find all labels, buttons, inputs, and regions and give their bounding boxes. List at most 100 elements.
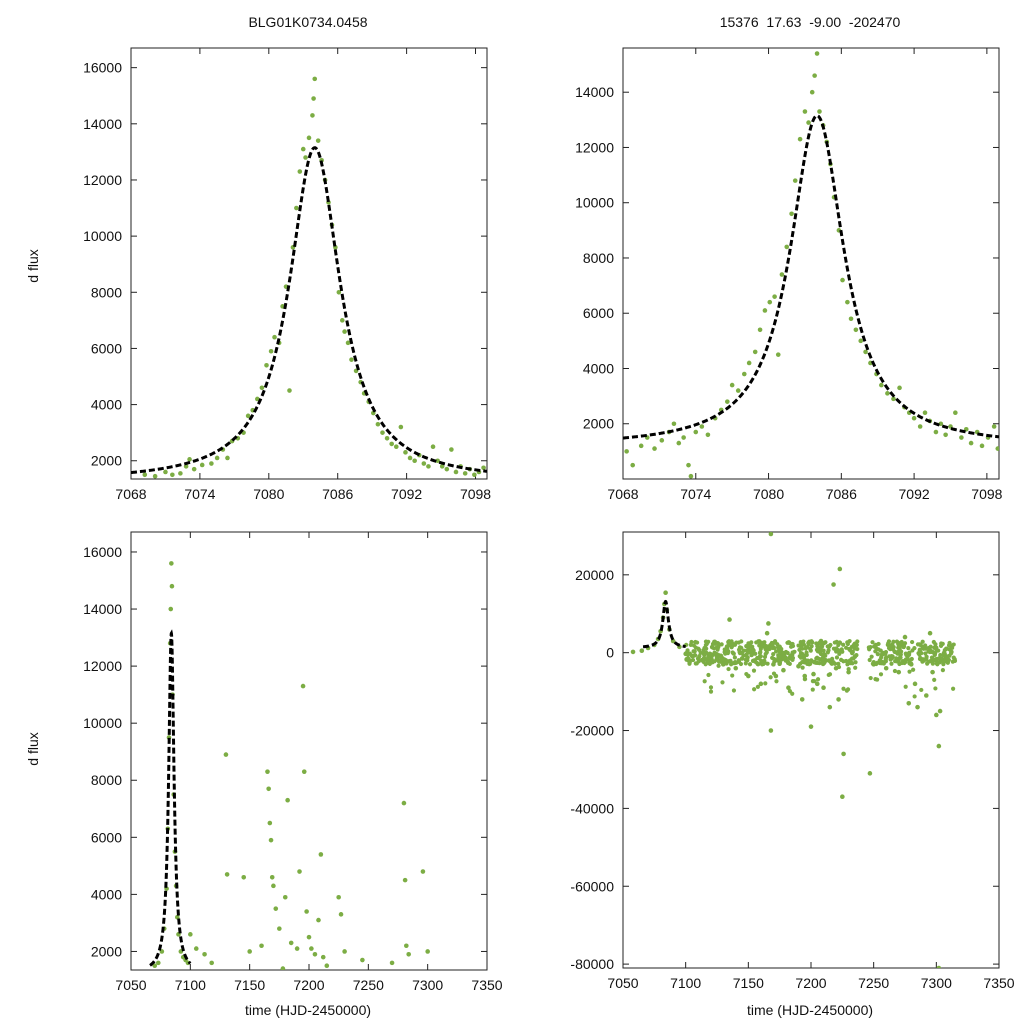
data-point bbox=[759, 641, 764, 647]
data-point bbox=[771, 652, 776, 657]
data-point bbox=[836, 697, 841, 702]
data-point bbox=[375, 421, 381, 427]
data-point bbox=[174, 914, 180, 920]
data-point bbox=[767, 299, 773, 305]
data-point bbox=[852, 646, 858, 651]
data-point bbox=[380, 430, 385, 435]
data-point bbox=[875, 652, 880, 657]
data-point bbox=[775, 645, 781, 650]
data-point bbox=[953, 410, 958, 415]
data-point bbox=[311, 96, 316, 101]
data-point bbox=[223, 752, 229, 757]
data-point bbox=[690, 657, 696, 663]
data-point bbox=[831, 582, 836, 587]
data-point bbox=[801, 658, 807, 664]
data-point bbox=[241, 874, 247, 880]
data-point bbox=[676, 440, 682, 446]
data-point bbox=[889, 656, 895, 661]
y-tick-label: 8000 bbox=[91, 284, 122, 300]
data-point bbox=[214, 455, 220, 461]
x-tick-label: 7100 bbox=[670, 975, 701, 991]
plot-area bbox=[623, 51, 999, 479]
data-point bbox=[731, 651, 736, 656]
data-point bbox=[719, 642, 724, 647]
data-point bbox=[948, 651, 954, 656]
data-point bbox=[906, 645, 911, 651]
data-point bbox=[796, 643, 801, 648]
data-point bbox=[878, 672, 884, 677]
data-point bbox=[743, 661, 748, 666]
data-point bbox=[763, 645, 768, 651]
data-point bbox=[398, 424, 404, 430]
data-point bbox=[708, 652, 713, 657]
x-tick-label: 7150 bbox=[234, 977, 265, 993]
data-point bbox=[926, 645, 931, 651]
y-tick-label: 12000 bbox=[83, 658, 122, 674]
data-point bbox=[890, 643, 895, 648]
x-tick-label: 7068 bbox=[607, 486, 638, 502]
data-point bbox=[817, 660, 822, 666]
data-point bbox=[867, 657, 872, 663]
data-point bbox=[825, 644, 830, 649]
y-tick-label: 8000 bbox=[91, 772, 122, 788]
x-tick-label: 7300 bbox=[412, 977, 443, 993]
data-point bbox=[806, 120, 811, 125]
data-point bbox=[911, 667, 916, 672]
data-point bbox=[879, 655, 884, 660]
data-point bbox=[819, 643, 824, 648]
data-point bbox=[770, 655, 775, 660]
data-point bbox=[685, 652, 690, 657]
data-point bbox=[785, 650, 790, 656]
data-point bbox=[730, 643, 735, 648]
x-tick-label: 7080 bbox=[253, 486, 284, 502]
data-point bbox=[741, 371, 747, 377]
data-point bbox=[889, 661, 894, 666]
data-point bbox=[790, 691, 795, 696]
data-point bbox=[827, 704, 833, 710]
data-point bbox=[894, 650, 899, 655]
data-point bbox=[922, 410, 928, 415]
data-point bbox=[797, 647, 802, 652]
y-tick-label: 10000 bbox=[575, 195, 614, 211]
data-point bbox=[722, 657, 727, 662]
data-point bbox=[342, 949, 347, 954]
x-tick-label: 7092 bbox=[391, 486, 422, 502]
data-point bbox=[729, 662, 734, 667]
data-point bbox=[815, 677, 821, 682]
data-point bbox=[720, 680, 725, 685]
data-point bbox=[812, 73, 817, 78]
data-point bbox=[738, 661, 744, 667]
data-point bbox=[303, 155, 308, 160]
data-point bbox=[316, 917, 321, 923]
data-point bbox=[911, 415, 917, 421]
data-point bbox=[729, 382, 735, 388]
data-point bbox=[771, 671, 777, 676]
data-point bbox=[894, 639, 900, 644]
data-point bbox=[790, 650, 795, 655]
data-point bbox=[706, 639, 711, 644]
data-point bbox=[777, 654, 782, 659]
y-tick-label: 12000 bbox=[575, 139, 614, 155]
data-point bbox=[808, 648, 813, 653]
data-point bbox=[774, 679, 779, 684]
y-tick-label: 6000 bbox=[583, 305, 614, 321]
plot-frame bbox=[622, 47, 1000, 480]
data-point bbox=[827, 658, 832, 663]
data-point bbox=[804, 650, 809, 655]
data-point bbox=[712, 639, 717, 644]
data-point bbox=[714, 651, 719, 657]
data-point bbox=[744, 648, 749, 653]
data-point bbox=[481, 465, 486, 471]
y-tick-label: -80000 bbox=[570, 956, 614, 972]
data-point bbox=[401, 800, 407, 806]
data-point bbox=[435, 458, 440, 464]
data-point bbox=[746, 641, 751, 646]
data-point bbox=[733, 665, 739, 671]
data-point bbox=[425, 949, 430, 954]
data-point bbox=[310, 113, 315, 118]
data-point bbox=[712, 659, 717, 664]
data-point bbox=[921, 645, 926, 650]
data-point bbox=[884, 655, 889, 660]
data-point bbox=[277, 926, 282, 931]
x-tick-label: 7200 bbox=[795, 975, 826, 991]
